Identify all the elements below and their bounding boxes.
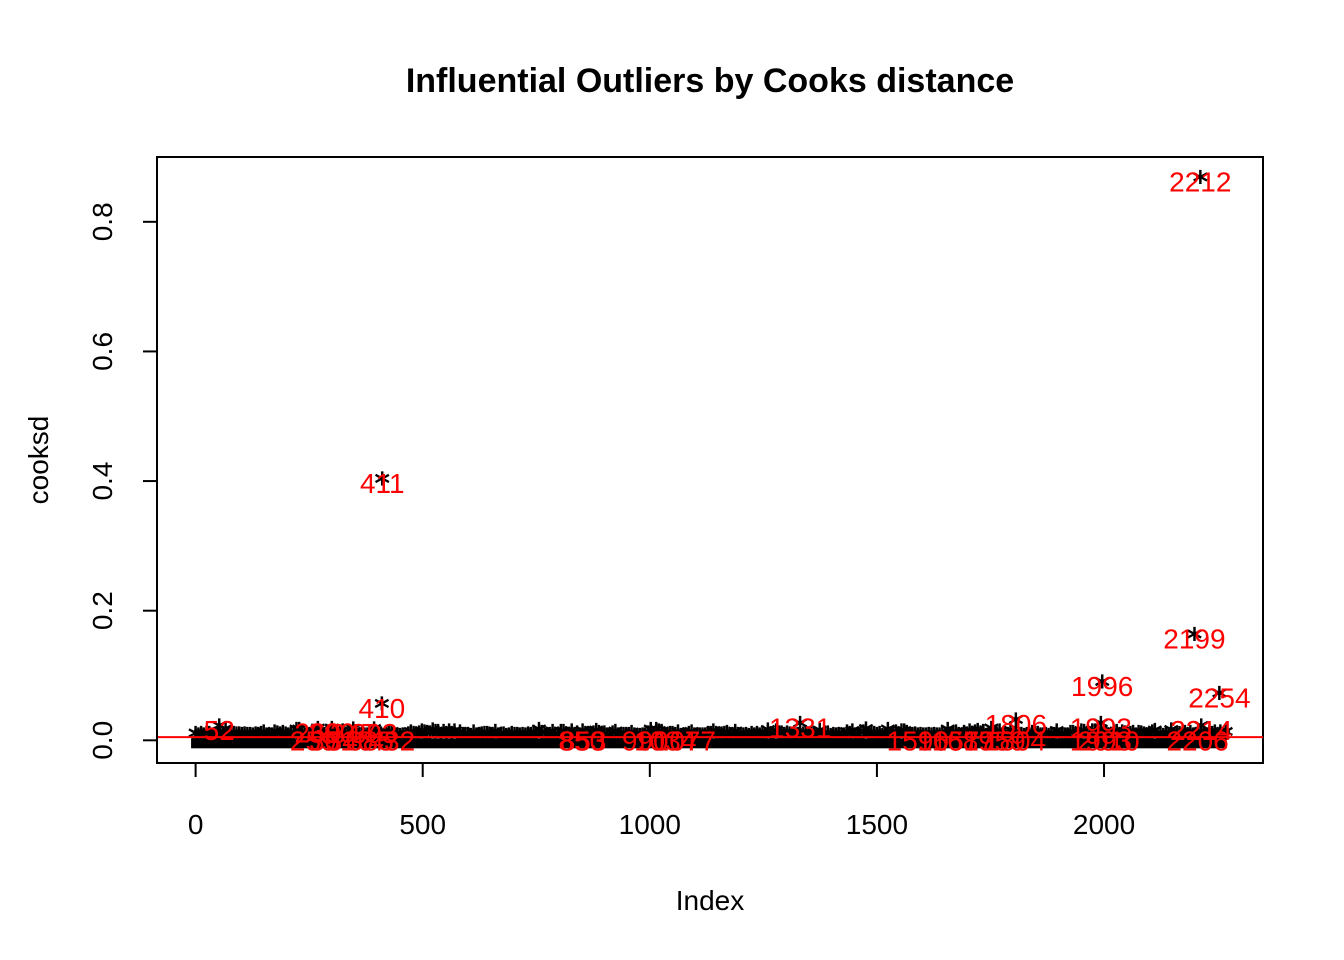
outlier-label: 52 bbox=[204, 715, 235, 746]
data-point: * bbox=[310, 717, 326, 752]
data-point: * bbox=[1007, 724, 1023, 759]
data-point: * bbox=[657, 724, 673, 759]
outlier-label: 2010 bbox=[1077, 725, 1139, 756]
outlier-label: 1034 bbox=[634, 725, 696, 756]
outlier-label: 410 bbox=[358, 693, 405, 724]
outlier-label: 432 bbox=[368, 725, 415, 756]
data-point: * bbox=[910, 724, 926, 759]
y-tick-label: 0.8 bbox=[87, 202, 118, 241]
data-point: * bbox=[363, 724, 379, 759]
data-point: * bbox=[305, 724, 321, 759]
data-point: * bbox=[1094, 670, 1110, 705]
x-tick-label: 1000 bbox=[619, 809, 681, 840]
data-point: * bbox=[677, 724, 693, 759]
data-point: * bbox=[1212, 682, 1228, 717]
data-point: * bbox=[1192, 166, 1208, 201]
points-layer: * *** ** * *** * *** ** * ** * * ** * * * ** * ******* ** * *… bbox=[157, 166, 1263, 759]
data-point: * bbox=[955, 724, 971, 759]
outlier-label: 1993 bbox=[1070, 712, 1132, 743]
data-point: * bbox=[575, 724, 591, 759]
outlier-label: 2212 bbox=[1169, 167, 1231, 198]
outlier-label: 347 bbox=[330, 718, 377, 749]
x-tick-label: 1500 bbox=[846, 809, 908, 840]
data-point: * bbox=[324, 724, 340, 759]
outlier-label: 990 bbox=[622, 725, 669, 756]
data-point: * bbox=[366, 717, 382, 752]
outlier-label: 850 bbox=[558, 725, 605, 756]
outlier-label: 393 bbox=[351, 718, 398, 749]
outlier-label: 1331 bbox=[769, 712, 831, 743]
outlier-label: 2214 bbox=[1170, 715, 1232, 746]
x-tick-label: 500 bbox=[399, 809, 446, 840]
data-point: * bbox=[1093, 724, 1109, 759]
outlier-label: 2199 bbox=[1163, 624, 1225, 655]
outlier-label: 1590 bbox=[887, 725, 949, 756]
data-point: * bbox=[987, 724, 1003, 759]
y-tick-label: 0.4 bbox=[87, 462, 118, 501]
y-axis-label: cooksd bbox=[23, 416, 54, 505]
outlier-label: 1657 bbox=[917, 725, 979, 756]
outlier-label: 301 bbox=[309, 725, 356, 756]
outlier-label: 385 bbox=[347, 725, 394, 756]
chart-title: Influential Outliers by Cooks distance bbox=[406, 62, 1014, 100]
data-point: * bbox=[211, 714, 227, 749]
outlier-label: 300 bbox=[309, 718, 356, 749]
data-point: * bbox=[324, 717, 340, 752]
data-point: * bbox=[345, 717, 361, 752]
data-point: * bbox=[574, 724, 590, 759]
data-point: * bbox=[1193, 714, 1209, 749]
data-point: * bbox=[374, 467, 390, 502]
outlier-label: 340 bbox=[327, 725, 374, 756]
data-point: * bbox=[637, 724, 653, 759]
dense-points-band bbox=[191, 738, 1227, 749]
data-point: * bbox=[1187, 623, 1203, 658]
y-tick-label: 0.6 bbox=[87, 332, 118, 371]
x-tick-label: 0 bbox=[188, 809, 204, 840]
data-point: * bbox=[384, 724, 400, 759]
outlier-label: 1689 bbox=[932, 725, 994, 756]
y-axis: 0.0 0.2 0.4 0.6 0.8 bbox=[87, 202, 158, 760]
outlier-label: 269 bbox=[294, 718, 341, 749]
outlier-label: 2254 bbox=[1188, 683, 1250, 714]
outlier-label: 1077 bbox=[654, 725, 716, 756]
data-point: * bbox=[374, 692, 390, 727]
y-tick-label: 0.2 bbox=[87, 591, 118, 630]
outlier-label: 411 bbox=[360, 468, 405, 499]
data-point: * bbox=[940, 724, 956, 759]
outlier-label: 1806 bbox=[985, 709, 1047, 740]
outlier-label: 1804 bbox=[984, 725, 1046, 756]
x-tick-label: 2000 bbox=[1073, 809, 1135, 840]
data-point: * bbox=[342, 724, 358, 759]
y-tick-label: 0.0 bbox=[87, 721, 118, 760]
outlier-label: 853 bbox=[560, 725, 607, 756]
x-axis: 0 500 1000 1500 2000 bbox=[188, 762, 1135, 840]
data-point: * bbox=[1101, 724, 1117, 759]
outlier-label: 1996 bbox=[1071, 671, 1133, 702]
outlier-label: 259 bbox=[290, 725, 337, 756]
outlier-label: 1993 bbox=[1070, 725, 1132, 756]
outlier-label: 1759 bbox=[963, 725, 1025, 756]
x-axis-label: Index bbox=[676, 885, 745, 916]
data-point: * bbox=[1190, 724, 1206, 759]
data-point: * bbox=[1008, 708, 1024, 743]
outlier-label: 2206 bbox=[1166, 725, 1228, 756]
